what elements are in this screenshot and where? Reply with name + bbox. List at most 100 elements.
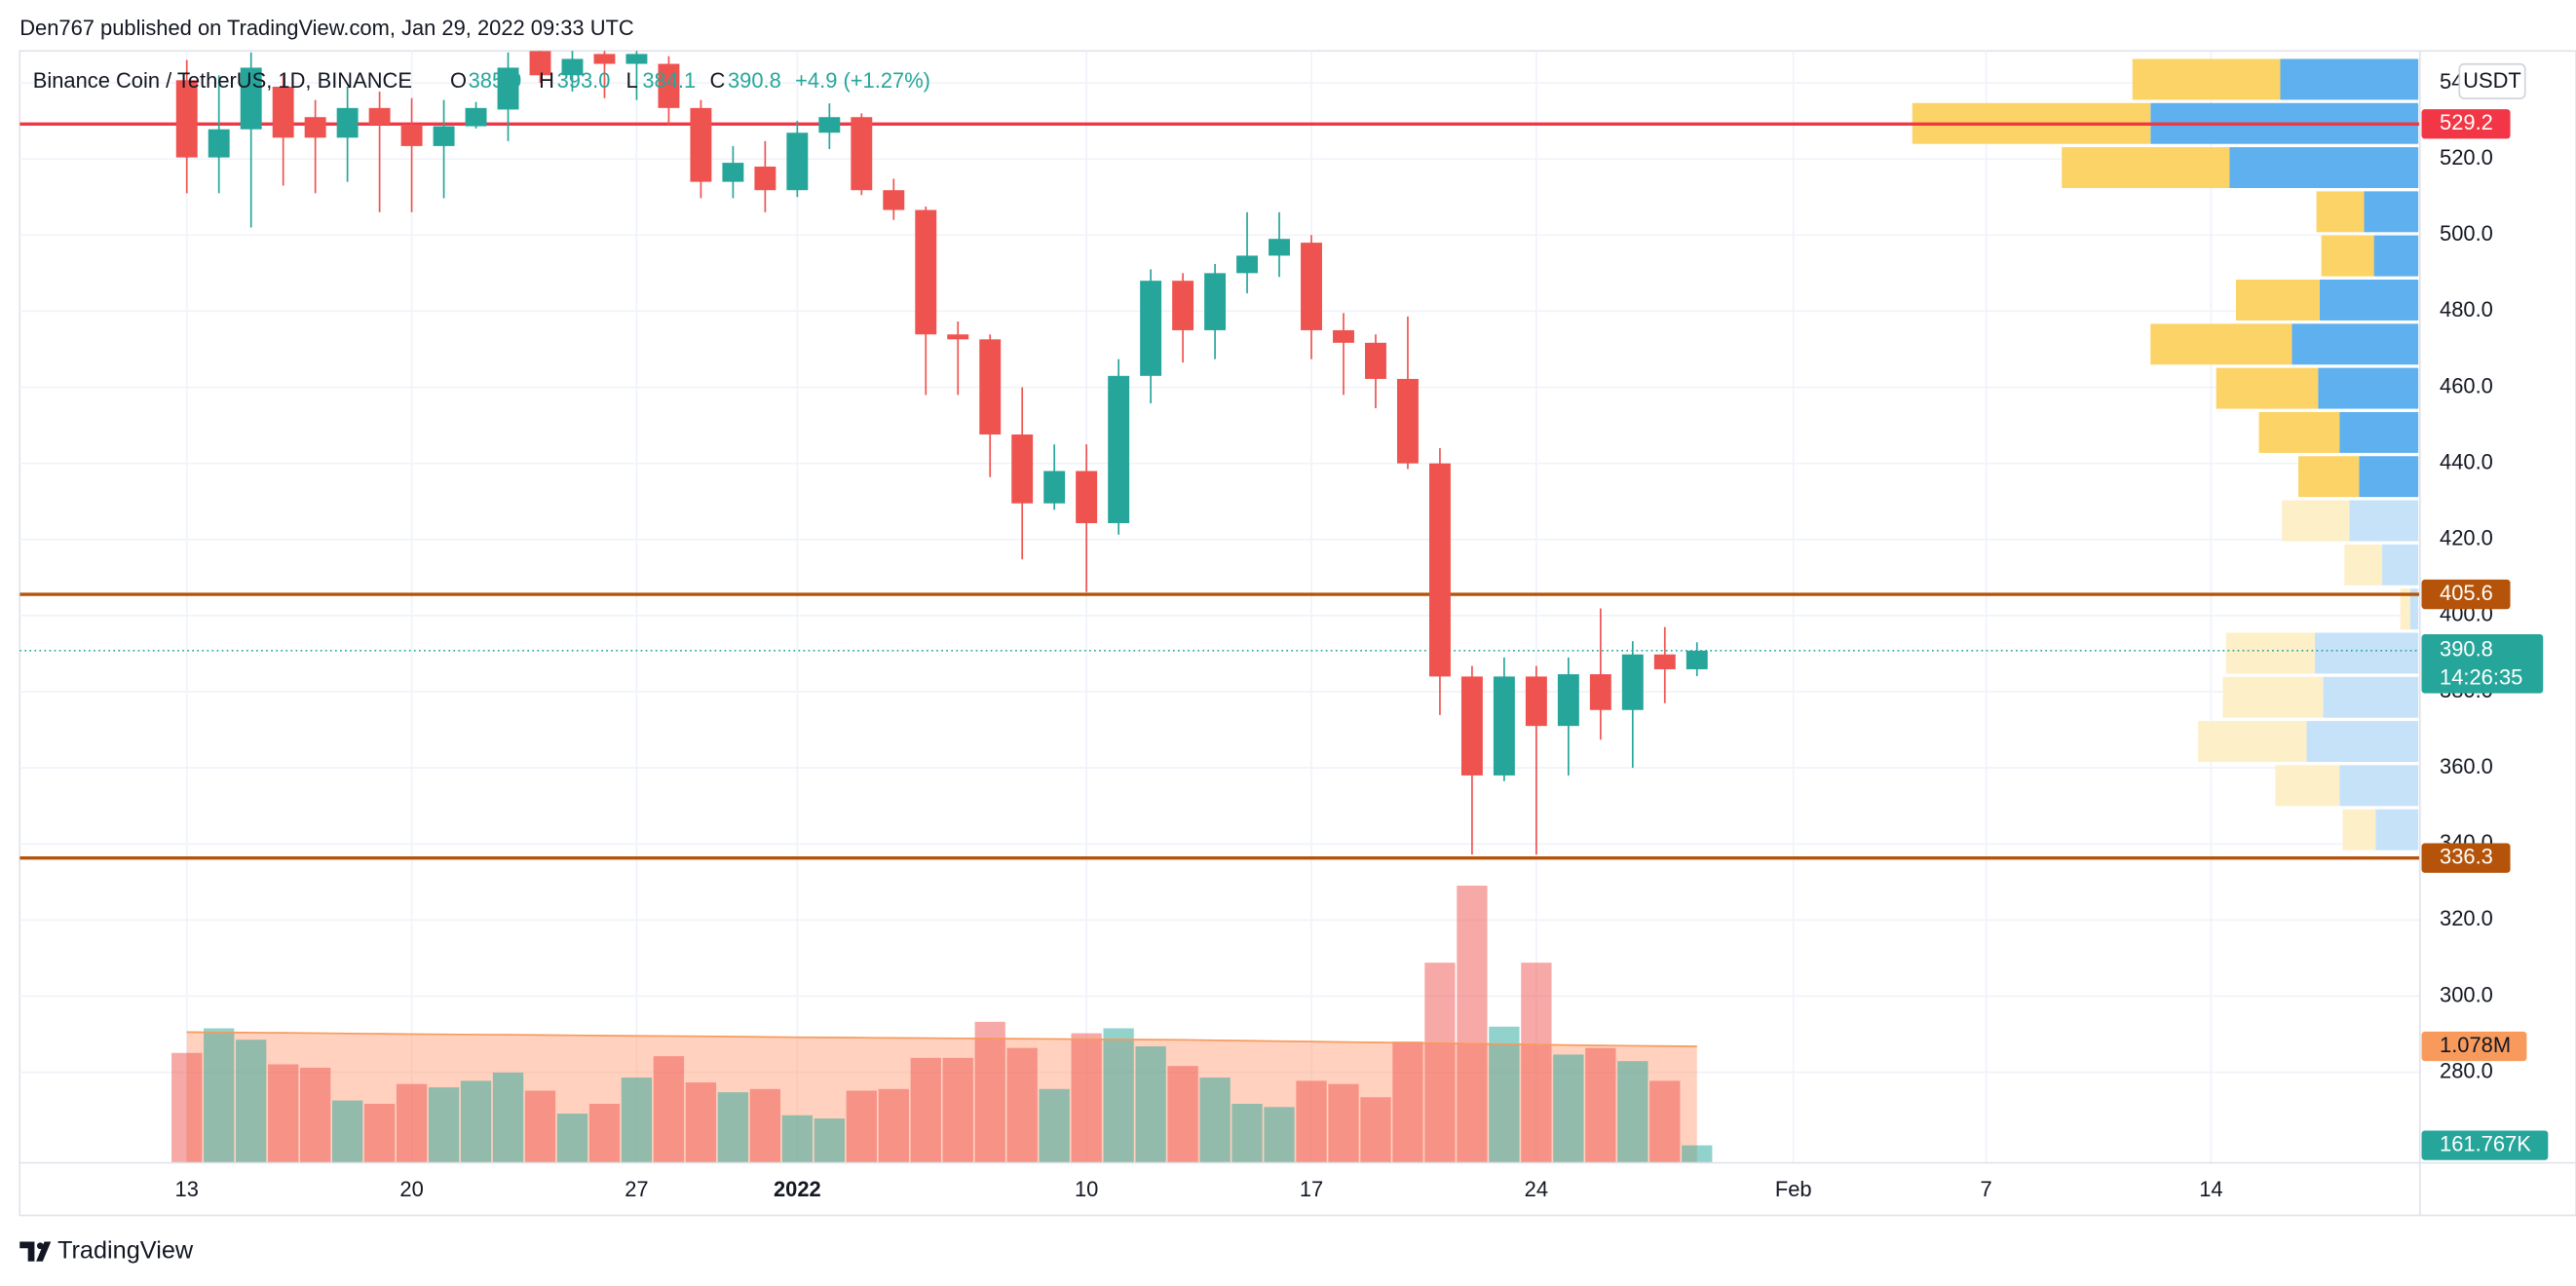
profile-up (2373, 235, 2419, 277)
candle-body (625, 54, 648, 64)
countdown-text: 14:26:35 (2440, 664, 2522, 689)
candle-body (818, 117, 841, 133)
candle-body (336, 107, 359, 138)
x-tick-label: 24 (1525, 1177, 1548, 1201)
profile-up (2339, 411, 2419, 453)
x-tick-label: 20 (399, 1177, 423, 1201)
candle-body (497, 67, 519, 110)
candle-body (529, 51, 551, 76)
currency-box (2458, 62, 2526, 99)
profile-up (2409, 588, 2419, 630)
x-tick-label: 27 (625, 1177, 648, 1201)
volume-bar (653, 1056, 685, 1163)
profile-down (2344, 544, 2383, 586)
last-price-box (2421, 633, 2544, 694)
candle-body (1557, 674, 1579, 727)
ohlc-label: C (709, 68, 725, 93)
profile-down (2222, 676, 2324, 718)
profile-up (2382, 544, 2419, 586)
candle-body (1686, 650, 1708, 669)
candle-body (1525, 676, 1547, 727)
publisher: Den767 published on TradingView.com, Jan… (19, 16, 634, 40)
candle-body (400, 125, 423, 146)
volume-bar (717, 1092, 749, 1163)
volume-label-box (2421, 1031, 2527, 1062)
volume-bar (428, 1087, 460, 1163)
volume-bar (1392, 1041, 1423, 1163)
candle-body (1333, 329, 1354, 343)
volume-bar (300, 1067, 331, 1163)
level-label-box (2421, 843, 2511, 873)
candle-body (1653, 654, 1676, 669)
candle-body (368, 107, 391, 126)
candle-body (175, 80, 198, 158)
candle-body (240, 67, 262, 130)
volume-bar (588, 1104, 621, 1163)
volume-label-text: 1.078M (2440, 1033, 2511, 1057)
candle-body (272, 86, 294, 138)
volume-bar (1071, 1033, 1102, 1163)
ohlc-label: H (539, 68, 554, 93)
volume-bar (974, 1021, 1005, 1163)
level-label-box (2421, 579, 2511, 610)
volume-bar (621, 1078, 653, 1163)
volume-bar (1039, 1088, 1070, 1163)
candle-body (1204, 273, 1227, 330)
change: +4.9 (+1.27%) (795, 68, 930, 93)
volume-bar (1006, 1047, 1038, 1163)
profile-up (2319, 280, 2419, 321)
plot (19, 51, 2420, 1163)
profile-up (2349, 500, 2419, 542)
y-tick-label: 480.0 (2440, 297, 2493, 322)
profile-up (2292, 323, 2419, 365)
volume-label-box (2421, 1130, 2549, 1160)
volume-bar (1231, 1104, 1263, 1163)
y-tick-label: 300.0 (2440, 982, 2493, 1006)
volume-bar (1424, 963, 1456, 1163)
volume-bar (460, 1080, 492, 1163)
candle-body (1621, 654, 1644, 710)
currency-text: USDT (2463, 68, 2521, 93)
ohlc-label: L (625, 68, 637, 93)
level-label-text: 529.2 (2440, 110, 2493, 134)
volume-bar (814, 1118, 845, 1163)
level-label-text: 336.3 (2440, 844, 2493, 868)
volume-bar (1457, 886, 1488, 1163)
candle-body (1493, 676, 1515, 775)
volume-bar (171, 1052, 203, 1163)
volume-bar (1617, 1061, 1648, 1163)
y-tick-label: 520.0 (2440, 145, 2493, 170)
ohlc-value: 385.9 (469, 68, 522, 93)
candle-body (1236, 255, 1259, 274)
volume-bar (1682, 1145, 1713, 1163)
volume-bar (1264, 1107, 1295, 1163)
profile-up (2375, 809, 2419, 851)
volume-bar (685, 1082, 717, 1163)
candle-body (754, 166, 777, 191)
x-tick-label: 7 (1980, 1177, 1991, 1201)
profile-down (2150, 323, 2292, 365)
profile-up (2323, 676, 2419, 718)
last-price-text: 390.8 (2440, 637, 2493, 662)
candle-body (433, 126, 455, 146)
profile-up (2364, 191, 2419, 233)
volume-bar (1199, 1078, 1231, 1163)
profile-down (2275, 765, 2340, 807)
volume-bar (878, 1088, 909, 1163)
level-label-box (2421, 109, 2511, 139)
x-tick-label: 13 (175, 1177, 199, 1201)
profile-down (2282, 500, 2350, 542)
ohlc-value: 393.0 (557, 68, 611, 93)
volume-bar (846, 1090, 877, 1163)
volume-bar (1521, 963, 1552, 1163)
ohlc-value: 384.1 (642, 68, 696, 93)
candle-body (1301, 243, 1322, 330)
profile-down (2342, 809, 2376, 851)
candle-body (1365, 342, 1386, 379)
candle-body (1396, 378, 1419, 464)
volume-label-text: 161.767K (2440, 1131, 2531, 1155)
volume-bar (749, 1088, 781, 1163)
volume-bar (1585, 1047, 1616, 1163)
profile-down (2132, 58, 2281, 100)
profile-down (2258, 411, 2340, 453)
